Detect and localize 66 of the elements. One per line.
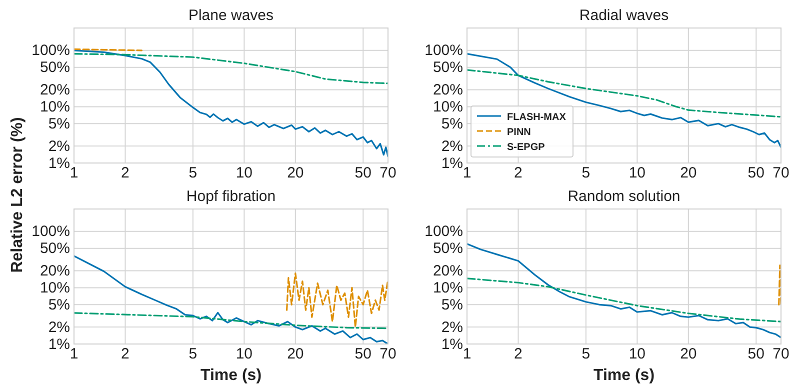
x-tick-label: 5 [582,346,590,363]
x-tick-label: 20 [680,164,697,182]
x-tick-label: 2 [514,346,522,363]
legend-label: S-EPGP [507,142,546,153]
x-axis-title: Time (s) [200,367,262,384]
chart-title: Hopf fibration [186,188,276,205]
y-tick-label: 50% [432,59,463,76]
y-tick-label: 10% [40,98,70,116]
x-tick-label: 1 [70,164,78,182]
y-tick-label: 10% [432,98,463,116]
x-tick-label: 20 [680,346,697,363]
x-tick-label: 1 [70,346,78,363]
y-tick-label: 2% [441,138,463,155]
chart-title: Radial waves [579,7,669,24]
y-tick-label: 50% [40,240,70,258]
x-tick-label: 1 [462,346,472,363]
y-tick-label: 20% [40,262,70,280]
x-tick-label: 2 [121,164,130,182]
x-tick-label: 50 [354,346,372,363]
x-tick-label: 50 [354,164,372,182]
y-tick-label: 100% [424,223,463,240]
chart-title: Random solution [568,188,680,205]
y-tick-label: 5% [441,115,463,132]
x-tick-label: 5 [188,346,198,363]
legend-label: FLASH-MAX [507,112,566,123]
y-tick-label: 20% [432,82,463,99]
x-tick-label: 50 [748,164,764,182]
y-tick-label: 100% [424,42,463,60]
x-tick-label: 50 [748,346,764,363]
x-tick-label: 70 [772,346,790,363]
chart-title: Plane waves [188,7,274,24]
x-tick-label: 2 [121,346,130,363]
y-tick-label: 2% [48,138,70,155]
y-tick-label: 20% [40,82,70,99]
y-tick-label: 50% [40,59,70,76]
x-tick-label: 70 [380,346,396,363]
y-tick-label: 10% [432,280,463,296]
x-tick-label: 20 [287,346,304,363]
y-tick-label: 1% [48,336,70,353]
y-tick-label: 1% [441,336,463,353]
y-tick-label: 20% [432,262,463,280]
y-tick-label: 10% [40,280,70,296]
x-tick-label: 5 [582,164,590,182]
y-tick-label: 5% [441,296,463,314]
y-axis-title: Relative L2 error (%) [9,117,26,273]
y-tick-label: 5% [48,115,70,132]
y-tick-label: 5% [48,296,70,314]
y-tick-label: 100% [32,223,70,240]
x-axis-title: Time (s) [593,367,655,384]
y-tick-label: 2% [48,318,70,336]
y-tick-label: 100% [32,42,70,60]
y-tick-label: 50% [432,240,463,258]
x-tick-label: 2 [514,164,522,182]
x-tick-label: 10 [628,346,646,363]
x-tick-label: 20 [287,164,304,182]
x-tick-label: 10 [236,164,253,182]
legend-label: PINN [507,127,531,138]
x-tick-label: 10 [628,164,646,182]
y-tick-label: 2% [441,318,463,336]
y-tick-label: 1% [48,154,70,172]
x-tick-label: 10 [236,346,253,363]
x-tick-label: 70 [772,164,790,182]
x-tick-label: 70 [380,164,396,182]
x-tick-label: 5 [188,164,198,182]
x-tick-label: 1 [462,164,472,182]
y-tick-label: 1% [441,154,463,172]
